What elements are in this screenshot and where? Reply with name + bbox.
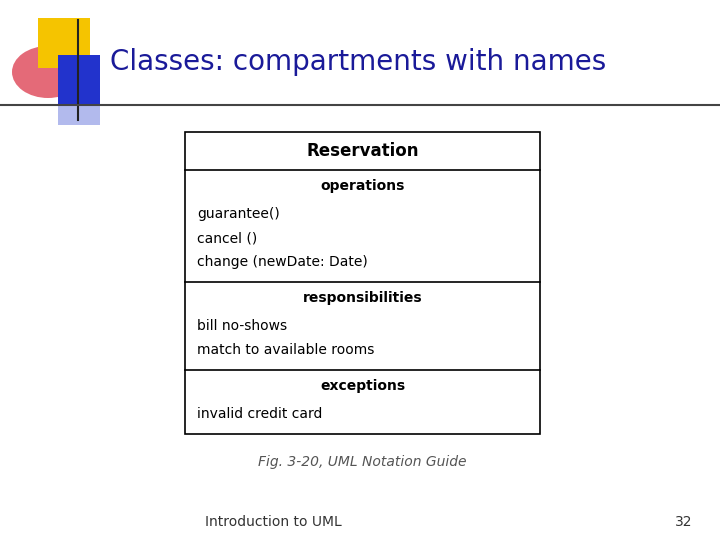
Text: Fig. 3-20, UML Notation Guide: Fig. 3-20, UML Notation Guide [258,455,467,469]
Text: Introduction to UML: Introduction to UML [205,515,342,529]
Polygon shape [38,18,90,68]
Text: exceptions: exceptions [320,379,405,393]
Polygon shape [58,55,100,105]
Text: invalid credit card: invalid credit card [197,407,323,421]
Text: Reservation: Reservation [306,142,419,160]
Ellipse shape [12,46,84,98]
Text: Classes: compartments with names: Classes: compartments with names [110,48,606,76]
Text: operations: operations [320,179,405,193]
Polygon shape [58,105,100,125]
Text: change (newDate: Date): change (newDate: Date) [197,255,368,269]
Text: match to available rooms: match to available rooms [197,343,374,357]
Text: 32: 32 [675,515,692,529]
Text: bill no-shows: bill no-shows [197,319,287,333]
Bar [185,132,540,434]
Text: guarantee(): guarantee() [197,207,280,221]
Text: cancel (): cancel () [197,231,257,245]
Text: responsibilities: responsibilities [302,291,423,305]
